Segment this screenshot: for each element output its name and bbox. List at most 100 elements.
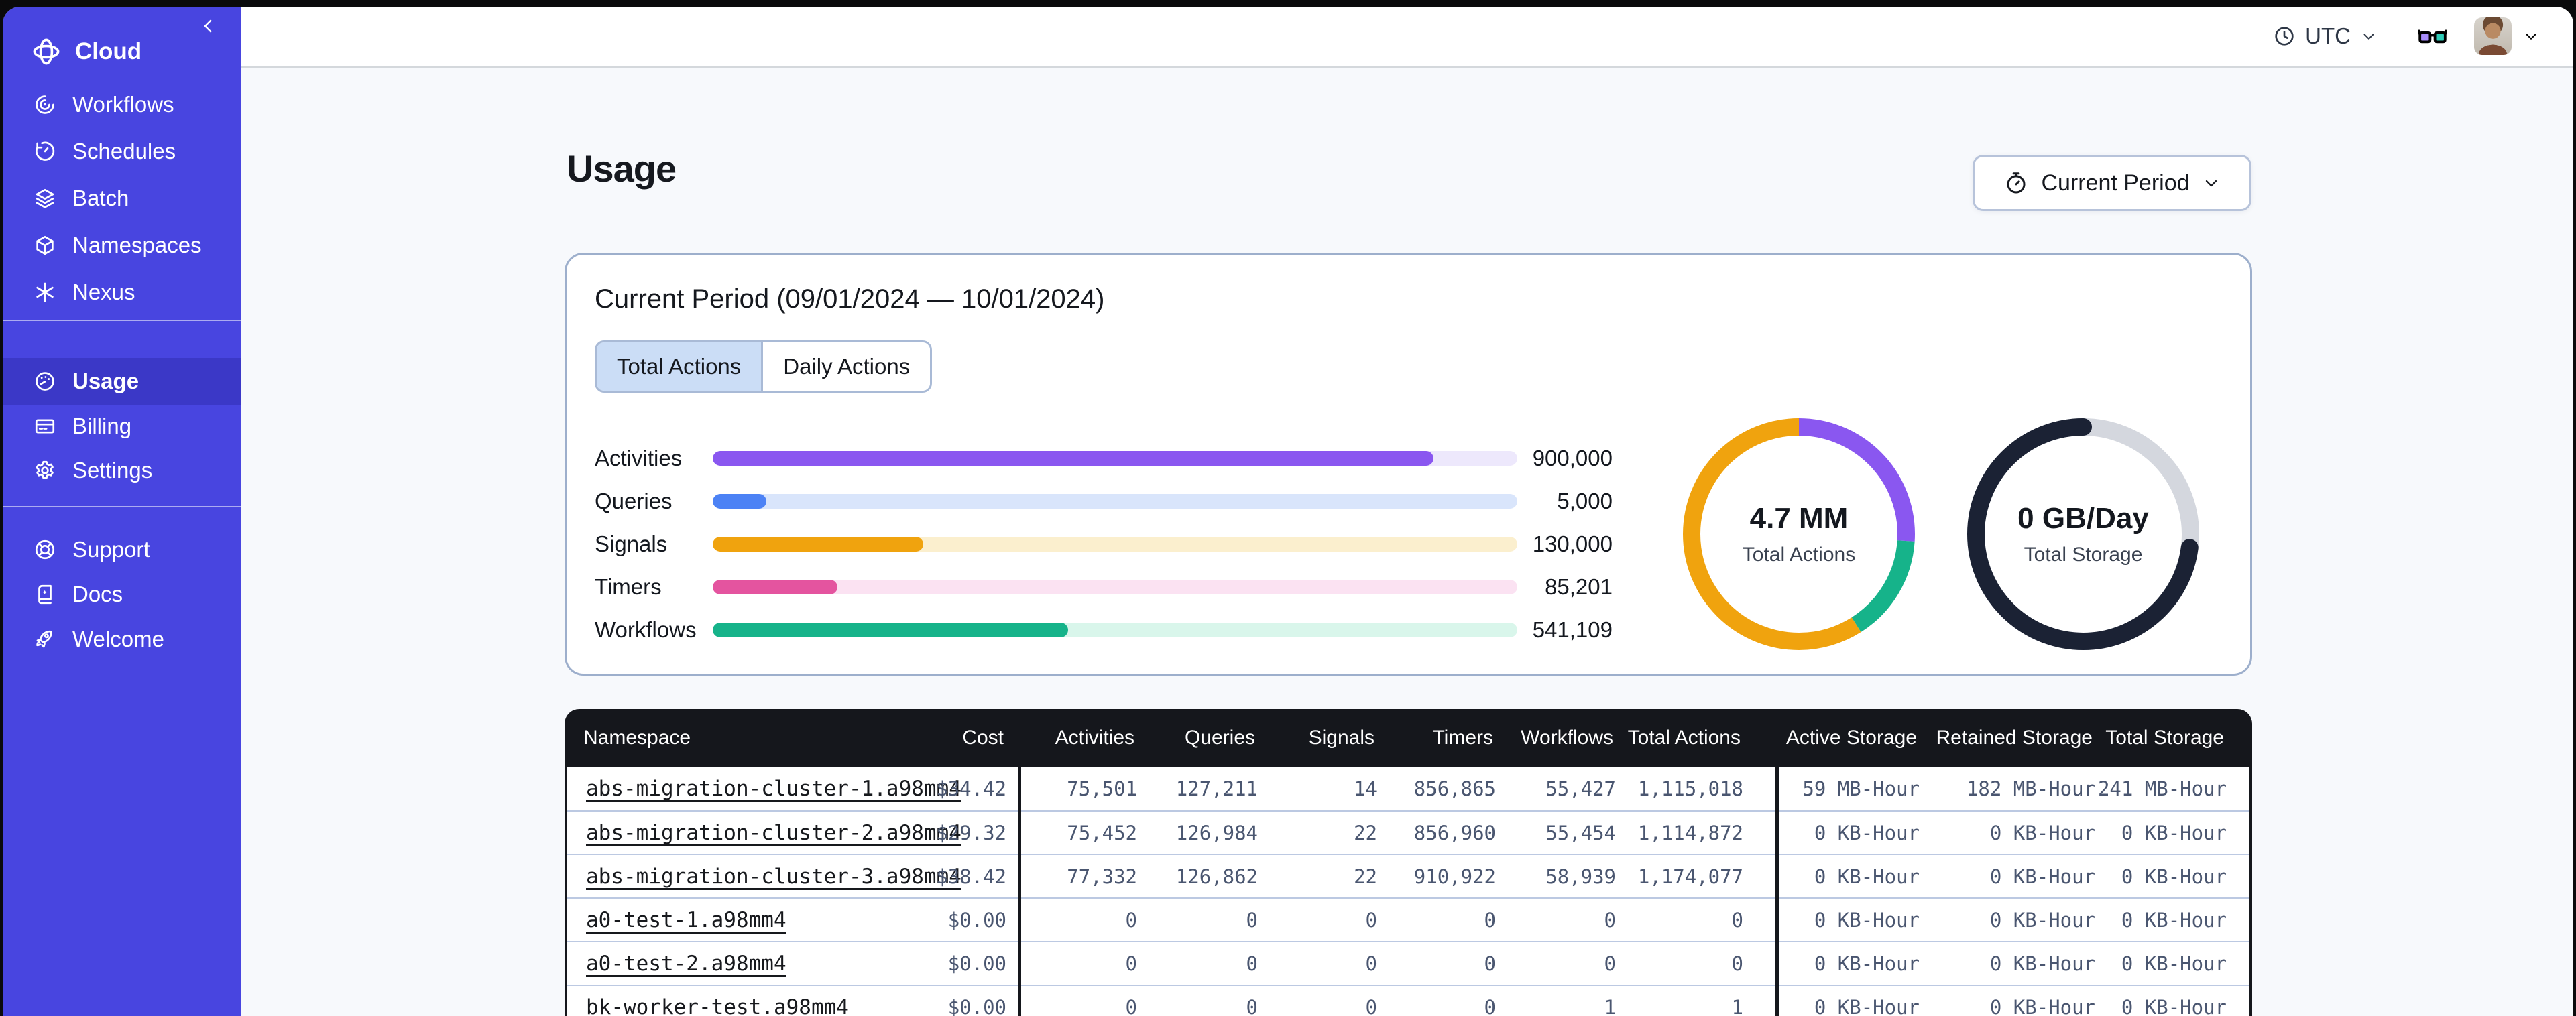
table-header: Namespace Cost Activities Queries Signals Tim… [565,709,2252,767]
bar-row-activities: Activities 900,000 [595,437,1613,480]
cell-total_actions: 1,114,872 [1637,821,1743,844]
cell-signals: 22 [1354,865,1377,888]
sidebar-item-label: Workflows [72,92,174,117]
sidebar-item-namespaces[interactable]: Namespaces [3,222,241,269]
cell-queries: 127,211 [1175,777,1258,800]
bar-track [713,623,1517,637]
timezone-label: UTC [2305,23,2351,48]
cell-retained_storage: 0 KB-Hour [1989,952,2095,975]
cell-timers: 856,960 [1413,821,1496,844]
column-header-activities: Activities [1055,726,1134,749]
cell-timers: 910,922 [1413,865,1496,888]
cell-queries: 0 [1246,995,1258,1016]
account-menu-chevron-down-icon[interactable] [2522,27,2540,45]
chevron-down-icon [2360,27,2378,45]
bar-fill [713,580,837,594]
column-header-timers: Timers [1432,726,1493,749]
sidebar-item-support[interactable]: Support [3,526,241,573]
page-content: Usage Current Period Current Period (09/… [241,68,2573,1016]
bar-value: 5,000 [1557,489,1613,513]
sidebar-item-billing[interactable]: Billing [3,403,241,450]
cell-retained_storage: 0 KB-Hour [1989,821,2095,844]
cell-activities: 0 [1125,952,1137,975]
bar-value: 541,109 [1532,617,1613,642]
sidebar-item-docs[interactable]: Docs [3,571,241,618]
glasses-icon[interactable] [2416,20,2449,52]
page-title: Usage [567,147,677,190]
cell-namespace: bk-worker-test.a98mm4 [567,995,933,1016]
namespace-usage-table: Namespace Cost Activities Queries Signals Tim… [565,709,2252,1016]
bar-fill [713,623,1069,637]
cell-active_storage: 59 MB-Hour [1802,777,1920,800]
cell-timers: 0 [1484,995,1496,1016]
donut-ring [1967,418,2199,650]
column-header-retained-storage: Retained Storage [1936,726,2093,749]
cell-active_storage: 0 KB-Hour [1814,821,1920,844]
namespace-link[interactable]: a0-test-1.a98mm4 [586,907,786,932]
bar-label: Signals [595,531,668,556]
donut-center-text: 4.7 MM Total Actions [1672,407,1926,661]
cell-total_storage: 0 KB-Hour [2121,908,2227,932]
cell-active_storage: 0 KB-Hour [1814,995,1920,1016]
tab-daily-actions[interactable]: Daily Actions [761,342,931,391]
sidebar-item-label: Billing [72,414,132,438]
sidebar-item-usage[interactable]: Usage [3,358,241,405]
cell-active_storage: 0 KB-Hour [1814,865,1920,888]
billing-card-icon [34,415,56,438]
cell-active_storage: 0 KB-Hour [1814,952,1920,975]
cell-activities: 0 [1125,908,1137,932]
column-header-cost: Cost [962,726,1004,749]
cell-total_storage: 241 MB-Hour [2097,777,2227,800]
cell-total_storage: 0 KB-Hour [2121,952,2227,975]
tab-total-actions[interactable]: Total Actions [597,342,762,391]
total-actions-donut-chart: 4.7 MM Total Actions [1672,407,1926,661]
sidebar-collapse-button[interactable] [198,16,219,36]
column-header-active-storage: Active Storage [1785,726,1917,749]
namespace-link[interactable]: abs-migration-cluster-2.a98mm4 [586,820,961,845]
cell-namespace: abs-migration-cluster-3.a98mm4 [567,865,961,889]
cell-signals: 14 [1354,777,1377,800]
bar-track [713,451,1517,466]
cell-timers: 0 [1484,908,1496,932]
sidebar-item-label: Docs [72,582,123,607]
cell-workflows: 1 [1604,995,1616,1016]
sidebar-item-settings[interactable]: Settings [3,447,241,494]
sidebar-item-label: Welcome [72,627,164,651]
sidebar-item-nexus[interactable]: Nexus [3,269,241,316]
cell-total_actions: 0 [1731,952,1743,975]
cell-workflows: 0 [1604,952,1616,975]
namespace-link[interactable]: abs-migration-cluster-3.a98mm4 [586,864,961,889]
cell-workflows: 0 [1604,908,1616,932]
cell-total_storage: 0 KB-Hour [2121,821,2227,844]
timezone-selector[interactable]: UTC [2273,23,2378,49]
period-selector-button[interactable]: Current Period [1973,155,2251,211]
sidebar-item-workflows[interactable]: Workflows [3,81,241,128]
total-storage-donut-chart: 0 GB/Day Total Storage [1956,407,2211,661]
sidebar-item-label: Settings [72,458,153,483]
actions-bar-chart: Activities 900,000 Queries 5,000 Signals 130,… [595,437,1613,651]
temporal-logo-icon [31,36,62,67]
sidebar-item-batch[interactable]: Batch [3,175,241,222]
sidebar-item-label: Schedules [72,139,176,164]
sidebar-item-label: Usage [72,369,139,393]
cell-cost: $34.42 [936,777,1006,800]
namespace-link[interactable]: abs-migration-cluster-1.a98mm4 [586,776,961,801]
column-header-total-storage: Total Storage [2105,726,2224,749]
sidebar-item-label: Batch [72,186,129,210]
sidebar-item-schedules[interactable]: Schedules [3,128,241,175]
usage-summary-card: Current Period (09/01/2024 — 10/01/2024)… [565,253,2252,676]
bar-label: Activities [595,446,683,470]
cell-namespace: abs-migration-cluster-2.a98mm4 [567,821,961,845]
sidebar-item-welcome[interactable]: Welcome [3,616,241,663]
card-title: Current Period (09/01/2024 — 10/01/2024) [595,284,1105,314]
cell-activities: 75,501 [1067,777,1137,800]
sidebar-divider [3,320,241,321]
namespace-link[interactable]: bk-worker-test.a98mm4 [586,995,849,1016]
workflows-spiral-icon [34,93,56,116]
bar-fill [713,537,924,552]
user-avatar[interactable] [2474,17,2512,55]
cell-total_actions: 1,174,077 [1637,865,1743,888]
table-group-divider [1775,767,1779,1016]
donut-label: Total Actions [1742,544,1856,566]
namespace-link[interactable]: a0-test-2.a98mm4 [586,951,786,976]
